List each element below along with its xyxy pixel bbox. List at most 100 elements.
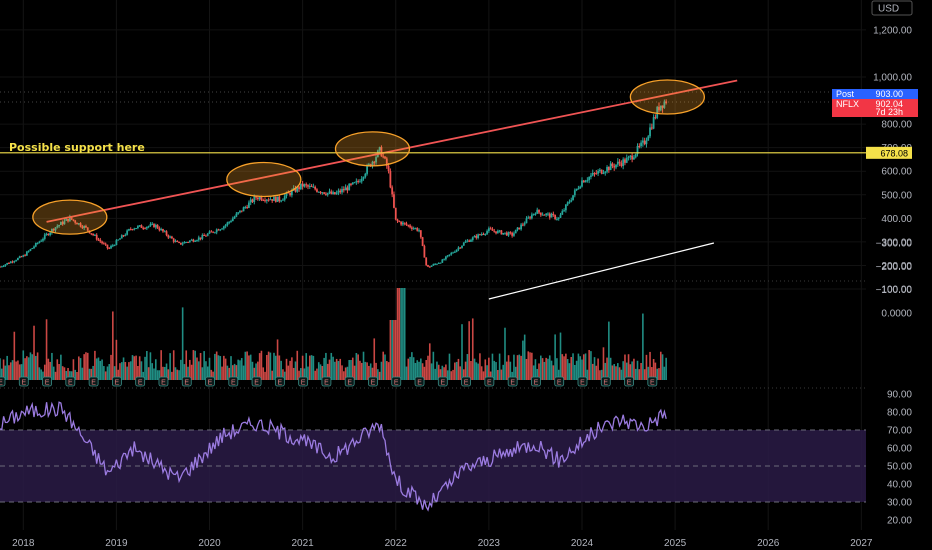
time-axis[interactable]: 2018 2019 2020 2021 2022 2023 2024 2025 2026 2027: [12, 538, 873, 549]
earnings-marker[interactable]: E: [647, 376, 658, 387]
volume-bar: [380, 361, 383, 380]
volume-bar: [305, 353, 308, 380]
currency-box: [871, 0, 913, 16]
volume-bar: [459, 366, 462, 380]
earnings-badge: [531, 376, 541, 387]
earnings-marker[interactable]: E: [251, 376, 262, 387]
candle-body: [194, 240, 197, 242]
earnings-marker[interactable]: E: [88, 376, 99, 387]
candle-body: [486, 231, 488, 234]
volume-bar: [373, 338, 376, 380]
volume-bar: [224, 358, 227, 380]
earnings-letter: E: [161, 380, 166, 387]
candle-body: [505, 232, 508, 236]
volume-bar: [658, 368, 660, 380]
candle-body: [656, 106, 659, 118]
earnings-marker[interactable]: E: [274, 376, 285, 387]
earnings-marker[interactable]: E: [205, 376, 215, 387]
candle-body: [160, 229, 163, 231]
earnings-marker[interactable]: E: [181, 376, 192, 387]
earnings-marker[interactable]: E: [158, 376, 169, 387]
earnings-marker[interactable]: E: [437, 376, 448, 387]
candle-body: [183, 242, 186, 244]
volume-bar: [117, 369, 119, 380]
volume-bar: [262, 367, 265, 380]
candle-body: [355, 181, 358, 183]
candle-body: [179, 242, 182, 245]
earnings-marker[interactable]: E: [484, 376, 495, 387]
candles: [0, 99, 668, 268]
volume-bar: [187, 366, 189, 380]
earnings-marker[interactable]: E: [507, 376, 518, 387]
earnings-marker[interactable]: E: [391, 376, 402, 387]
candle-body: [185, 242, 188, 244]
volume-bar: [427, 355, 429, 380]
earnings-marker[interactable]: E: [321, 376, 332, 387]
candle-body: [312, 186, 315, 188]
volume-bar: [163, 366, 166, 380]
earnings-marker[interactable]: E: [42, 376, 52, 387]
earnings-marker[interactable]: E: [414, 376, 425, 387]
volume-bar: [532, 365, 535, 380]
candle-body: [167, 235, 170, 238]
earnings-marker[interactable]: E: [228, 376, 239, 387]
volume-bar: [196, 357, 198, 380]
candle-body: [568, 201, 571, 203]
candle-body: [398, 221, 401, 223]
earnings-marker[interactable]: E: [344, 376, 355, 387]
earnings-marker[interactable]: E: [368, 376, 378, 387]
earnings-marker[interactable]: E: [624, 376, 634, 387]
candle-body: [393, 194, 395, 208]
volume-bar: [597, 358, 599, 380]
volume-bar: [631, 361, 633, 380]
candle-body: [396, 219, 399, 222]
volume-bar: [212, 371, 214, 380]
candle-body: [154, 224, 157, 228]
earnings-marker[interactable]: E: [111, 376, 122, 387]
volume-bar: [624, 354, 626, 380]
earnings-marker[interactable]: E: [298, 376, 309, 387]
candle-body: [273, 196, 275, 201]
volume-bar: [518, 354, 521, 380]
candle-body: [2, 265, 5, 267]
earnings-marker[interactable]: E: [531, 376, 541, 387]
candle-body: [570, 200, 573, 202]
earnings-letter: E: [231, 380, 236, 387]
earnings-marker[interactable]: E: [577, 376, 588, 387]
candle-body: [56, 226, 59, 228]
earnings-marker[interactable]: E: [18, 376, 29, 387]
volume-bar: [335, 358, 338, 380]
volume-bar: [219, 356, 222, 380]
candle-body: [61, 222, 64, 225]
candle-body: [74, 220, 77, 223]
earnings-letter: E: [324, 380, 329, 387]
earnings-marker[interactable]: E: [600, 376, 611, 387]
volume-bar: [434, 368, 436, 380]
earnings-marker[interactable]: E: [65, 376, 76, 387]
earnings-marker[interactable]: E: [0, 376, 6, 387]
volume-bar: [4, 365, 7, 380]
candle-body: [131, 229, 134, 231]
volume-bar: [326, 363, 329, 380]
candle-body: [466, 240, 469, 242]
earnings-marker[interactable]: E: [461, 376, 471, 387]
volume-bar: [276, 339, 279, 380]
earnings-badge: [181, 376, 192, 387]
volume-bar: [452, 369, 454, 380]
earnings-letter: E: [371, 380, 376, 387]
candle-body: [441, 259, 444, 263]
earnings-marker[interactable]: E: [135, 376, 146, 387]
earnings-marker[interactable]: E: [554, 376, 565, 387]
rsi-tick-label: 90.00: [887, 390, 912, 401]
currency-badge[interactable]: USD: [871, 0, 913, 16]
candle-body: [457, 247, 460, 250]
volume-bar: [348, 359, 350, 380]
volume-bar: [593, 357, 596, 380]
candle-body: [658, 106, 660, 111]
volume-bar: [570, 356, 573, 380]
volume-bar: [606, 357, 608, 380]
candle-body: [90, 233, 93, 235]
